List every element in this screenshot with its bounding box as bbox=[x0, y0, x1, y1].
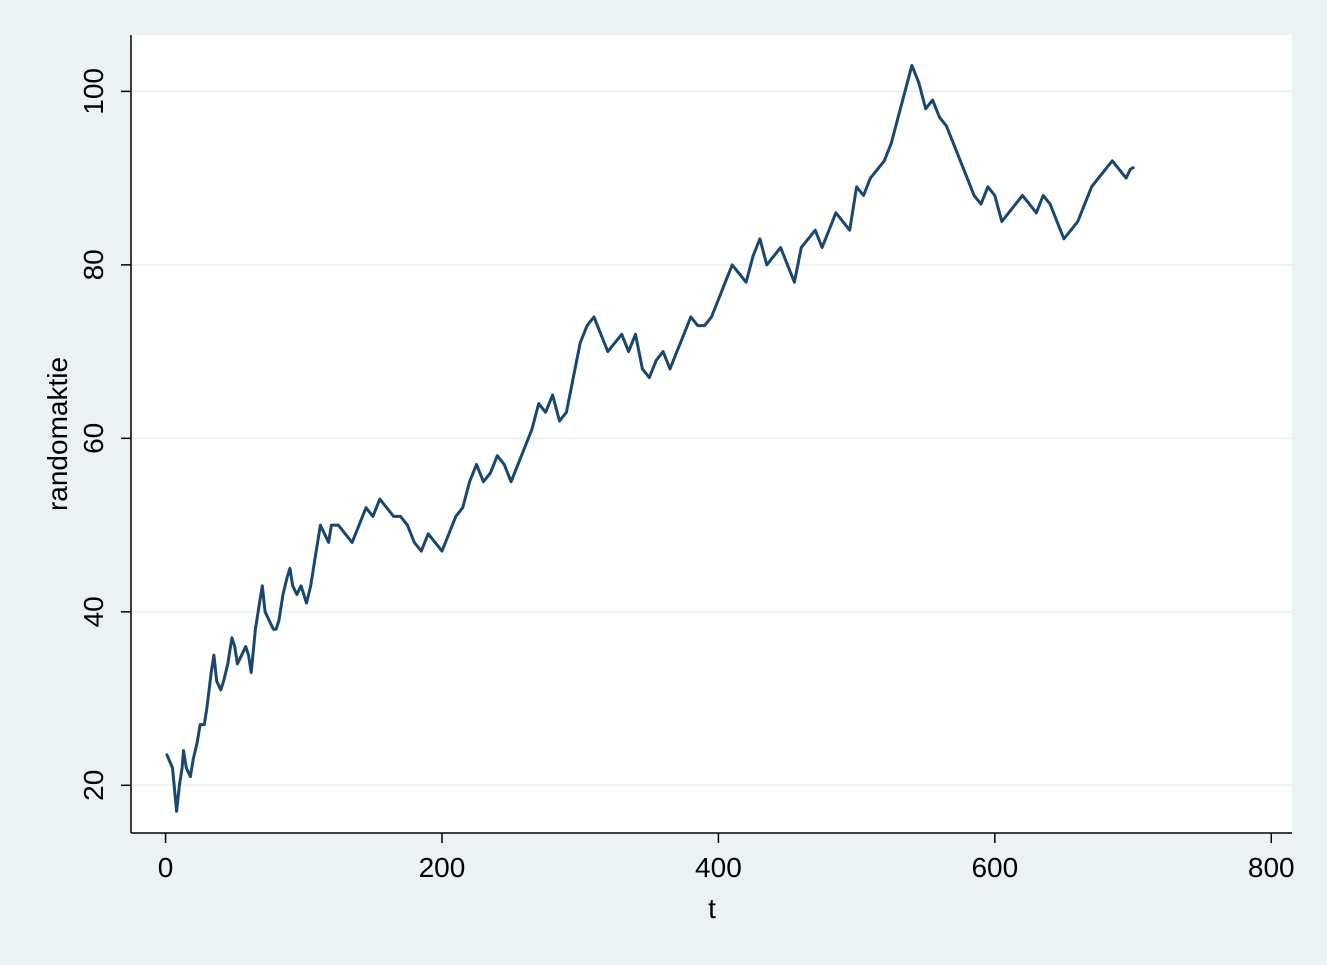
y-tick-label-4: 100 bbox=[78, 68, 109, 115]
x-tick-label-3: 600 bbox=[971, 852, 1018, 883]
gridlines bbox=[131, 90, 1292, 787]
y-tick-label-2: 60 bbox=[78, 423, 109, 454]
plot-area bbox=[131, 35, 1292, 833]
y-tick-label-1: 40 bbox=[78, 596, 109, 627]
x-axis-title: t bbox=[708, 893, 716, 924]
y-axis-ticks: 20 40 60 80 100 bbox=[78, 68, 131, 801]
x-axis-ticks: 0 200 400 600 800 bbox=[158, 833, 1295, 883]
x-tick-label-1: 200 bbox=[419, 852, 466, 883]
x-tick-label-2: 400 bbox=[695, 852, 742, 883]
x-tick-label-0: 0 bbox=[158, 852, 174, 883]
y-tick-label-0: 20 bbox=[78, 770, 109, 801]
y-tick-label-3: 80 bbox=[78, 249, 109, 280]
y-axis-title: randomaktie bbox=[42, 357, 73, 511]
series-line bbox=[165, 63, 1135, 813]
x-tick-label-4: 800 bbox=[1248, 852, 1295, 883]
